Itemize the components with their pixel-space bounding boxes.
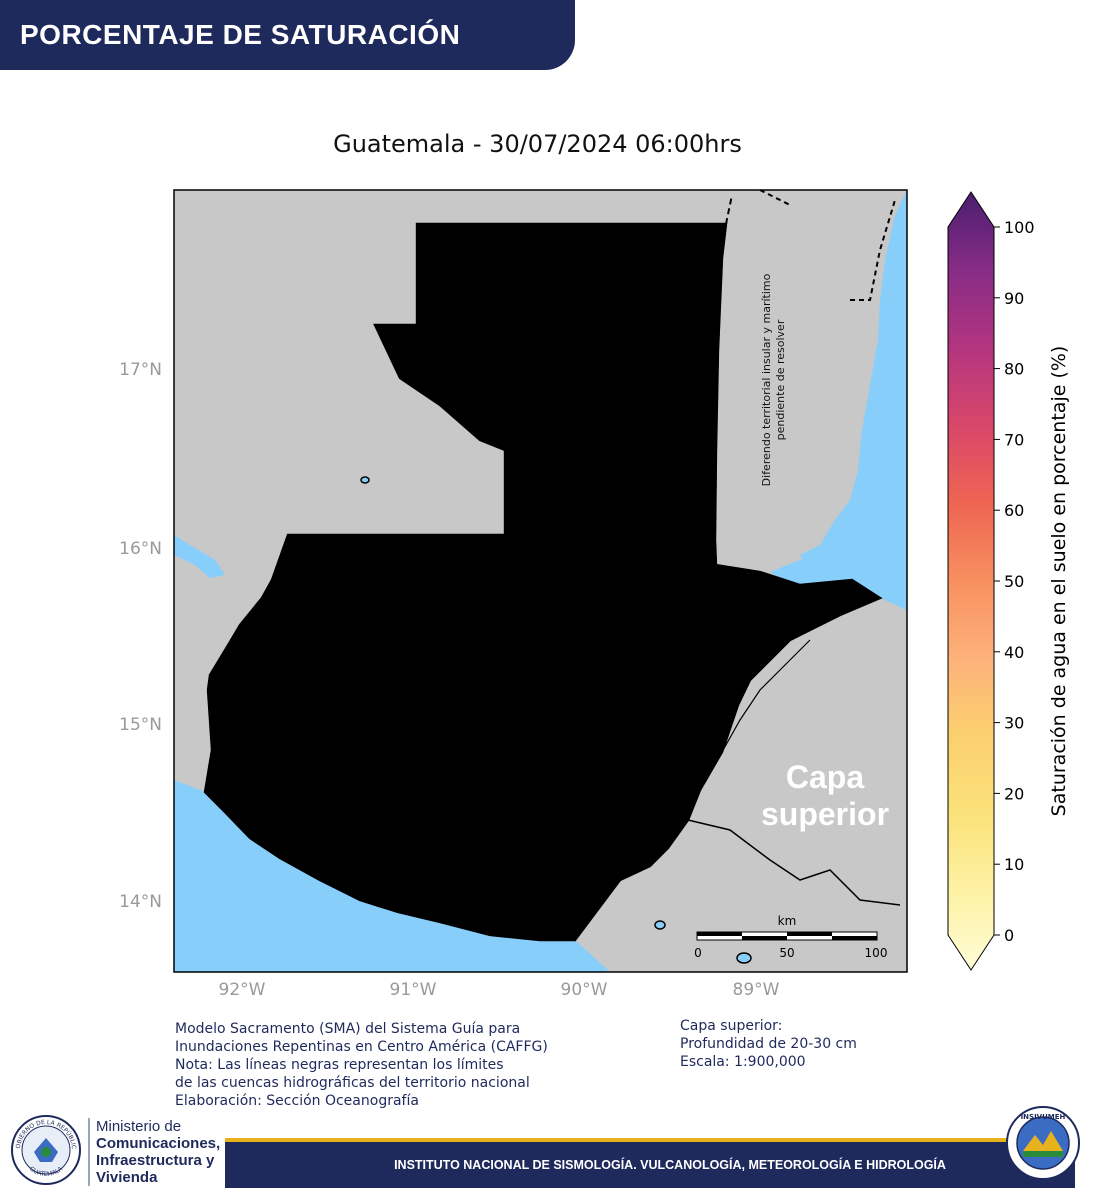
coastal-lagoon: [654, 920, 666, 930]
pacific-ocean: [174, 780, 610, 972]
scalebar: km 0 50 100: [694, 914, 887, 960]
layer-note-line: Escala: 1:900,000: [680, 1054, 806, 1070]
ministry-line1: Ministerio de: [96, 1118, 182, 1135]
chiapas-river: [174, 535, 225, 578]
insivumeh-logo-text: INSIVUMEH: [1021, 1113, 1066, 1121]
model-note-line: Modelo Sacramento (SMA) del Sistema Guía…: [175, 1021, 521, 1037]
scalebar-unit: km: [778, 914, 797, 928]
map-frame: [173, 189, 908, 973]
layer-notes: Capa superior: Profundidad de 20-30 cm E…: [680, 1017, 940, 1071]
model-note-line: Elaboración: Sección Oceanografía: [175, 1093, 419, 1109]
colorbar-tick-label: 70: [1004, 430, 1024, 449]
institute-name: INSTITUTO NACIONAL DE SISMOLOGÍA. VULCAN…: [394, 1158, 946, 1172]
colorbar-label: Saturación de agua en el suelo en porcen…: [1048, 346, 1070, 817]
colorbar-tick-label: 60: [1004, 501, 1024, 520]
dispute-note: Diferendo territorial insular y marítimo…: [760, 273, 787, 486]
scalebar-tick-100: 100: [865, 946, 888, 960]
layer-overlay-line1: Capa: [786, 759, 864, 795]
layer-overlay-line2: superior: [761, 796, 889, 832]
national-border: [203, 222, 883, 942]
colorbar-tick-label: 50: [1004, 572, 1024, 591]
institute-bar: INSTITUTO NACIONAL DE SISMOLOGÍA. VULCAN…: [225, 1138, 1075, 1188]
small-lake: [360, 476, 370, 484]
insivumeh-logo: INSIVUMEH: [1006, 1106, 1080, 1180]
lon-label-90w: 90°W: [561, 980, 608, 1000]
lat-label-16n: 16°N: [119, 539, 162, 559]
colorbar-bar: [947, 191, 995, 971]
lon-label-92w: 92°W: [219, 980, 266, 1000]
title-banner: PORCENTAJE DE SATURACIÓN: [0, 0, 575, 70]
colorbar-tick-label: 100: [1004, 218, 1035, 237]
ministry-line4: Vivienda: [96, 1169, 158, 1186]
colorbar-tick-label: 80: [1004, 360, 1024, 379]
ministry-line3: Infraestructura y: [96, 1152, 215, 1169]
colorbar-tick-label: 30: [1004, 714, 1024, 733]
honduras-northern-border: [721, 639, 811, 753]
model-note-line: Nota: Las líneas negras representan los …: [175, 1057, 504, 1073]
disputed-border: [713, 194, 733, 566]
maritime-claim-line: [759, 190, 896, 301]
layer-note-line: Capa superior:: [680, 1018, 783, 1034]
colorbar: 0 10 20 30 40 50 60 70 80 90 100 Saturación de agu…: [947, 191, 1070, 971]
caribbean-sea: [800, 190, 907, 610]
dispute-note-line1: Diferendo territorial insular y marítimo: [760, 273, 773, 486]
ministry-logo-block: GOBIERNO DE LA REPÚBLICA GUATEMALA Minis…: [6, 1107, 228, 1192]
honduras-border: [687, 819, 901, 906]
lon-label-89w: 89°W: [733, 980, 780, 1000]
colorbar-tick-label: 20: [1004, 784, 1024, 803]
scalebar-tick-0: 0: [694, 946, 702, 960]
colorbar-tick-label: 0: [1004, 926, 1014, 945]
government-seal-icon: GOBIERNO DE LA REPÚBLICA GUATEMALA: [6, 1107, 81, 1185]
ministry-name: Ministerio de Comunicaciones, Infraestru…: [88, 1118, 220, 1186]
colorbar-tick-label: 40: [1004, 643, 1024, 662]
lat-label-17n: 17°N: [119, 360, 162, 380]
ministry-line2: Comunicaciones,: [96, 1135, 221, 1152]
model-note-line: Inundaciones Repentinas en Centro Améric…: [175, 1039, 548, 1055]
layer-note-line: Profundidad de 20-30 cm: [680, 1036, 857, 1052]
gulf-of-fonseca: [736, 952, 752, 964]
scalebar-tick-50: 50: [779, 946, 794, 960]
lon-label-91w: 91°W: [390, 980, 437, 1000]
lat-label-15n: 15°N: [119, 715, 162, 735]
map-title: Guatemala - 30/07/2024 06:00hrs: [333, 130, 742, 158]
lat-label-14n: 14°N: [119, 892, 162, 912]
map-area: [174, 190, 907, 972]
model-notes: Modelo Sacramento (SMA) del Sistema Guía…: [175, 1020, 645, 1110]
colorbar-tick-label: 90: [1004, 289, 1024, 308]
colorbar-tick-label: 10: [1004, 855, 1024, 874]
dispute-note-line2: pendiente de resolver: [774, 319, 787, 440]
banner-title: PORCENTAJE DE SATURACIÓN: [20, 19, 461, 50]
model-note-line: de las cuencas hidrográficas del territo…: [175, 1075, 530, 1091]
